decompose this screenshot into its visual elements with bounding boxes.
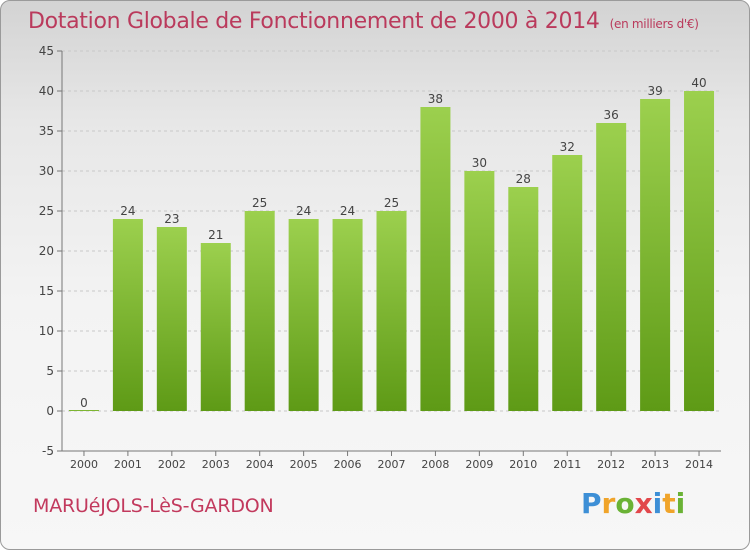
- labels: -5 0 5 10 15 20 25 30 35 40 45 0 2000 24 2001 23 2002 21 2…: [39, 44, 713, 471]
- y-tick-label: 35: [39, 124, 54, 138]
- bar: [332, 219, 363, 411]
- y-tick-label: -5: [42, 444, 54, 458]
- bar-value-label: 40: [691, 76, 706, 90]
- x-tick-label: 2001: [114, 458, 142, 471]
- bar: [508, 187, 539, 411]
- bar-value-label: 24: [340, 204, 355, 218]
- bar-value-label: 39: [647, 84, 662, 98]
- x-tick-label: 2008: [421, 458, 449, 471]
- logo-letter: x: [634, 487, 653, 520]
- x-tick-label: 2000: [70, 458, 98, 471]
- bars: [68, 91, 715, 411]
- bar: [552, 155, 583, 411]
- bar-value-label: 24: [296, 204, 311, 218]
- bar: [596, 123, 627, 411]
- x-tick-label: 2007: [378, 458, 406, 471]
- y-tick-label: 20: [39, 244, 54, 258]
- logo-letter: r: [601, 487, 616, 520]
- axes: [57, 50, 721, 456]
- y-tick-label: 0: [46, 404, 54, 418]
- x-tick-label: 2009: [465, 458, 493, 471]
- bar: [288, 219, 319, 411]
- y-tick-label: 25: [39, 204, 54, 218]
- bar: [684, 91, 715, 411]
- x-tick-label: 2011: [553, 458, 581, 471]
- bar-value-label: 24: [120, 204, 135, 218]
- bar-value-label: 0: [80, 396, 88, 410]
- x-tick-label: 2013: [641, 458, 669, 471]
- y-tick-label: 5: [46, 364, 54, 378]
- commune-name: MARUéJOLS-LèS-GARDON: [33, 495, 274, 517]
- bar: [156, 227, 187, 411]
- bar: [68, 410, 99, 411]
- bar: [112, 219, 143, 411]
- x-tick-label: 2003: [202, 458, 230, 471]
- bar: [200, 243, 231, 411]
- x-tick-label: 2014: [685, 458, 713, 471]
- x-tick-label: 2012: [597, 458, 625, 471]
- bar: [464, 171, 495, 411]
- bar-value-label: 23: [164, 212, 179, 226]
- y-tick-label: 10: [39, 324, 54, 338]
- y-tick-label: 45: [39, 44, 54, 58]
- bar-value-label: 25: [252, 196, 267, 210]
- proxiti-logo[interactable]: Proxiti: [581, 487, 685, 520]
- bar-value-label: 21: [208, 228, 223, 242]
- logo-letter: i: [652, 487, 663, 520]
- x-tick-label: 2004: [246, 458, 274, 471]
- bar-value-label: 38: [428, 92, 443, 106]
- x-tick-label: 2010: [509, 458, 537, 471]
- logo-letter: P: [581, 487, 602, 520]
- y-tick-label: 40: [39, 84, 54, 98]
- bar-value-label: 25: [384, 196, 399, 210]
- logo-letter: i: [675, 487, 686, 520]
- title-text: Dotation Globale de Fonctionnement de 20…: [28, 9, 600, 34]
- bar-value-label: 32: [560, 140, 575, 154]
- bar-value-label: 30: [472, 156, 487, 170]
- x-tick-label: 2002: [158, 458, 186, 471]
- bar-value-label: 28: [516, 172, 531, 186]
- x-tick-label: 2005: [290, 458, 318, 471]
- x-tick-label: 2006: [334, 458, 362, 471]
- bar: [420, 107, 451, 411]
- unit-label: (en milliers d'€): [609, 17, 699, 31]
- bar: [244, 211, 275, 411]
- chart-title: Dotation Globale de Fonctionnement de 20…: [28, 9, 699, 34]
- logo-letter: o: [615, 487, 635, 520]
- bar: [640, 99, 671, 411]
- bar: [376, 211, 407, 411]
- y-tick-label: 30: [39, 164, 54, 178]
- y-tick-label: 15: [39, 284, 54, 298]
- bar-value-label: 36: [604, 108, 619, 122]
- logo-letter: t: [662, 487, 676, 520]
